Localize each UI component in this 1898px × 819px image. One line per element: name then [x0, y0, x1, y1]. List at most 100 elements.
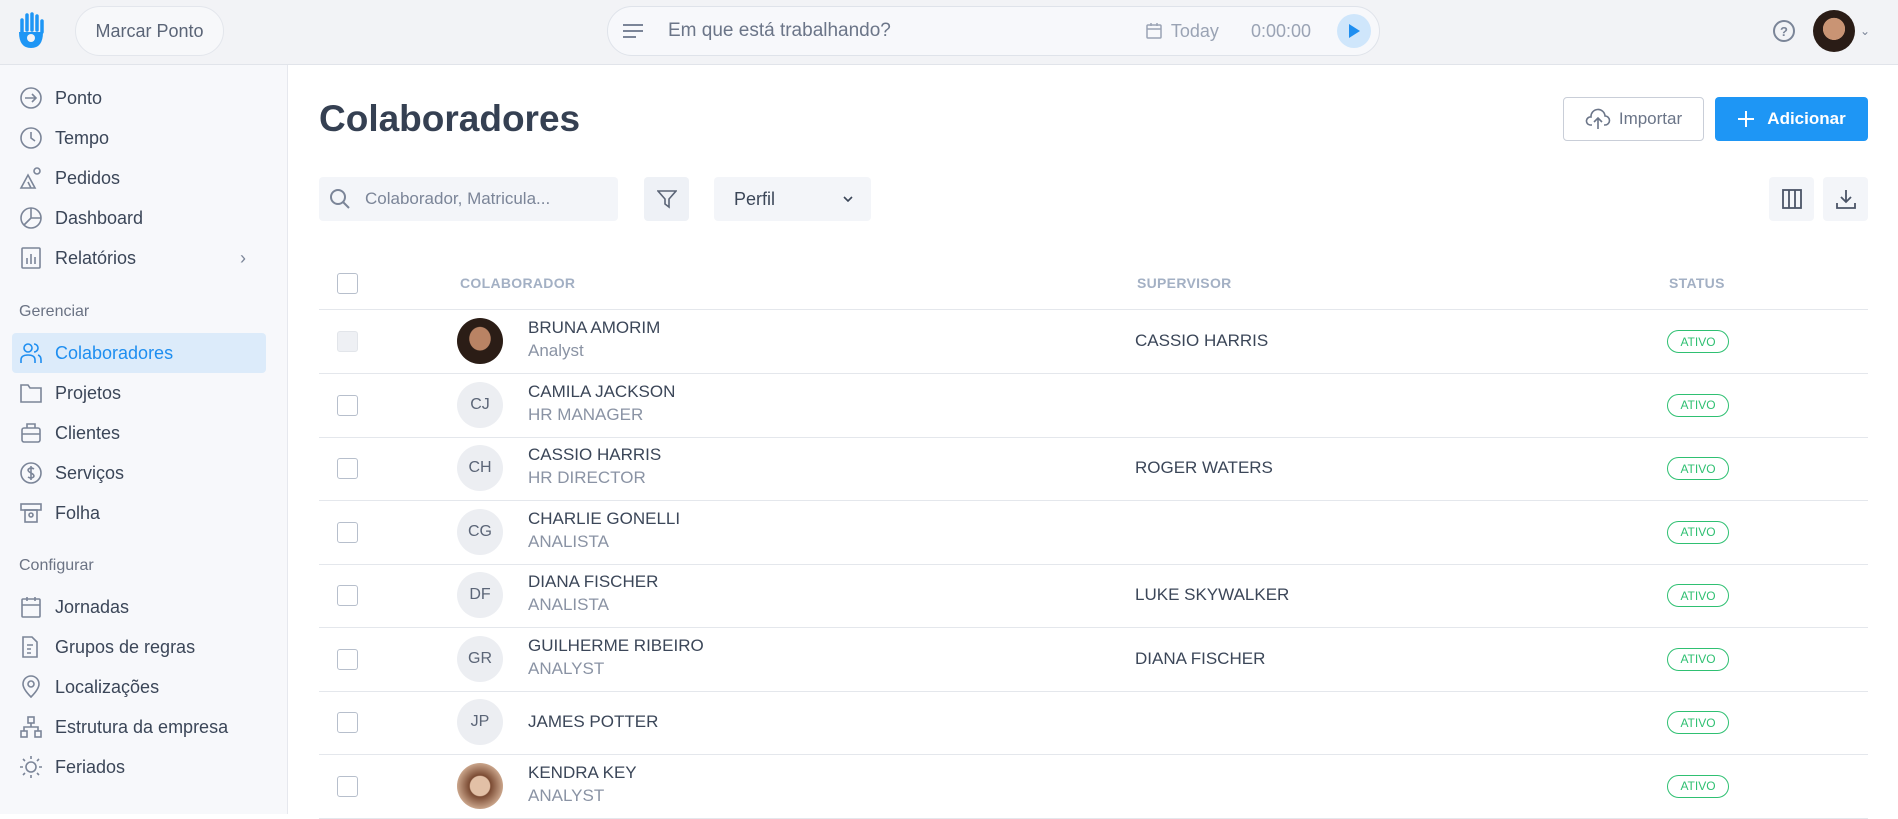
row-checkbox[interactable] [337, 394, 358, 416]
sidebar-item-label: Grupos de regras [55, 636, 196, 657]
employee-role: ANALYST [528, 785, 605, 805]
avatar: CH [457, 445, 503, 491]
calendar-icon [21, 597, 41, 618]
app-logo-hand-icon[interactable] [16, 12, 46, 50]
sidebar-item-pedidos[interactable]: Pedidos [0, 158, 287, 198]
row-checkbox[interactable] [337, 585, 358, 606]
sidebar-item-label: Clientes [55, 422, 121, 443]
dollar-icon [20, 462, 42, 484]
date-picker[interactable]: Today [1145, 21, 1219, 42]
sidebar-item-estrutura-da-empresa[interactable]: Estrutura da empresa [0, 707, 287, 747]
row-divider [319, 754, 1868, 755]
employee-name[interactable]: CAMILA JACKSON [528, 381, 676, 401]
add-button[interactable]: Adicionar [1715, 97, 1868, 141]
top-bar: Marcar Ponto Em que está trabalhando? To… [0, 0, 1898, 65]
bar-chart-icon [21, 247, 41, 269]
sidebar-item-jornadas[interactable]: Jornadas [0, 587, 287, 627]
user-avatar[interactable] [1813, 10, 1855, 52]
location-icon [22, 675, 40, 699]
sidebar-item-feriados[interactable]: Feriados [0, 747, 287, 787]
row-divider [319, 690, 1868, 692]
table-row[interactable]: CJ CAMILA JACKSON HR MANAGER ATIVO [319, 374, 1868, 437]
status-badge: ATIVO [1667, 457, 1729, 480]
status-badge: ATIVO [1667, 711, 1729, 734]
sidebar-item-label: Estrutura da empresa [55, 716, 229, 737]
table-row[interactable]: CG CHARLIE GONELLI ANALISTA ATIVO [319, 501, 1868, 564]
column-header-status[interactable]: STATUS [1669, 275, 1725, 291]
sidebar-item-label: Feriados [55, 756, 126, 777]
employee-name[interactable]: KENDRA KEY [528, 762, 637, 782]
column-header-supervisor[interactable]: SUPERVISOR [1137, 275, 1232, 291]
sidebar-item-grupos-de-regras[interactable]: Grupos de regras [0, 627, 287, 667]
employee-role: ANALISTA [528, 595, 609, 614]
sidebar-item-projetos[interactable]: Projetos [0, 373, 287, 413]
import-label: Importar [1618, 109, 1683, 128]
sidebar-item-clientes[interactable]: Clientes [0, 413, 287, 453]
table-row[interactable]: BRUNA AMORIM Analyst CASSIO HARRIS ATIVO [319, 310, 1868, 373]
filter-button[interactable] [644, 177, 689, 221]
row-divider [319, 436, 1868, 438]
sidebar-item-relatorios[interactable]: Relatórios › [0, 238, 287, 278]
row-divider [319, 627, 1868, 628]
employee-role: HR DIRECTOR [528, 468, 646, 487]
employee-name[interactable]: CHARLIE GONELLI [528, 508, 681, 528]
sidebar-item-folha[interactable]: Folha [0, 493, 287, 533]
calendar-icon [1146, 23, 1162, 39]
table-row[interactable]: KENDRA KEY ANALYST ATIVO [319, 755, 1868, 818]
payroll-icon [20, 503, 42, 523]
import-button[interactable]: Importar [1563, 97, 1704, 141]
sidebar-item-label: Pedidos [55, 167, 121, 188]
employee-role: Analyst [528, 341, 584, 360]
columns-button[interactable] [1769, 177, 1814, 221]
select-all-checkbox[interactable] [337, 273, 358, 294]
sidebar-item-label: Projetos [55, 382, 122, 403]
sidebar-item-tempo[interactable]: Tempo [0, 118, 287, 158]
search-box[interactable] [319, 177, 618, 221]
org-chart-icon [20, 716, 42, 738]
download-button[interactable] [1823, 177, 1868, 221]
profile-select-value: Perfil [734, 188, 776, 209]
employee-name[interactable]: GUILHERME RIBEIRO [528, 635, 704, 655]
row-checkbox[interactable] [337, 775, 358, 797]
column-header-colaborador[interactable]: COLABORADOR [460, 275, 576, 291]
row-checkbox[interactable] [337, 648, 358, 670]
date-label: Today [1170, 20, 1219, 41]
sidebar-item-label: Relatórios [55, 247, 137, 268]
avatar: DF [457, 572, 503, 618]
row-checkbox[interactable] [337, 712, 358, 733]
rules-icon [22, 636, 38, 658]
row-checkbox[interactable] [337, 458, 358, 479]
task-input[interactable]: Em que está trabalhando? [668, 20, 891, 41]
employee-name[interactable]: DIANA FISCHER [528, 572, 659, 591]
employee-name[interactable]: CASSIO HARRIS [528, 445, 662, 464]
status-badge: ATIVO [1667, 393, 1729, 417]
sidebar-item-colaboradores[interactable]: Colaboradores [12, 333, 266, 373]
employee-name[interactable]: JAMES POTTER [528, 712, 659, 731]
table-row[interactable]: JP JAMES POTTER ATIVO [319, 691, 1868, 754]
sidebar-item-dashboard[interactable]: Dashboard [0, 198, 287, 238]
status-badge: ATIVO [1667, 330, 1729, 353]
folder-icon [20, 384, 42, 403]
table-row[interactable]: CH CASSIO HARRIS HR DIRECTOR ROGER WATERS AT… [319, 437, 1868, 500]
users-icon [20, 343, 42, 363]
sidebar-item-localizacoes[interactable]: Localizações [0, 667, 287, 707]
employee-name[interactable]: BRUNA AMORIM [528, 318, 661, 337]
marcar-ponto-button[interactable]: Marcar Ponto [75, 6, 224, 56]
table-row[interactable]: GR GUILHERME RIBEIRO ANALYST DIANA FISCHER A… [319, 628, 1868, 691]
sidebar-item-label: Dashboard [55, 207, 144, 228]
help-icon[interactable]: ? [1773, 20, 1795, 42]
start-timer-button[interactable] [1337, 14, 1371, 48]
sidebar-item-ponto[interactable]: Ponto [0, 78, 287, 118]
search-input[interactable] [365, 189, 585, 209]
employee-role: ANALYST [528, 658, 605, 678]
sun-icon [20, 756, 42, 778]
profile-select[interactable]: Perfil [714, 177, 871, 221]
add-label: Adicionar [1767, 109, 1846, 128]
row-checkbox[interactable] [337, 331, 358, 352]
sidebar-item-servicos[interactable]: Serviços [0, 453, 287, 493]
row-checkbox[interactable] [337, 521, 358, 543]
chevron-down-icon[interactable]: ⌄ [1860, 24, 1871, 38]
supervisor-name: LUKE SKYWALKER [1135, 585, 1290, 604]
requests-icon [19, 167, 41, 189]
table-row[interactable]: DF DIANA FISCHER ANALISTA LUKE SKYWALKER ATI… [319, 564, 1868, 627]
